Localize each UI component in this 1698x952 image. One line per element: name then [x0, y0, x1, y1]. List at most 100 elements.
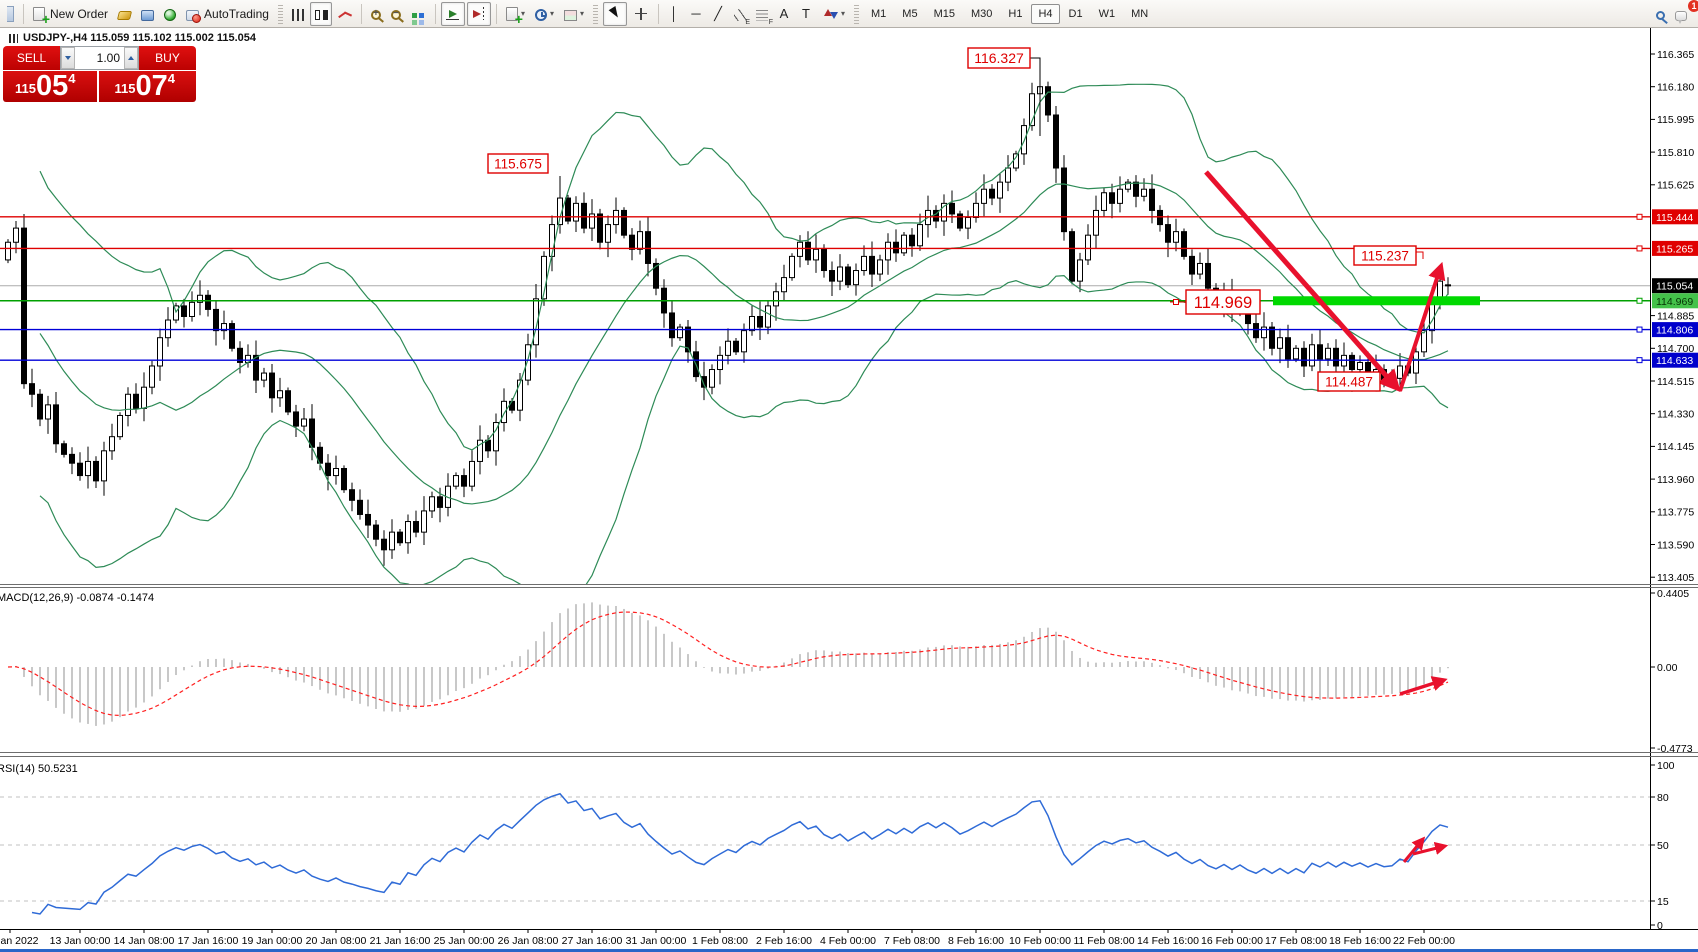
hline-114806-handle[interactable]: [1636, 326, 1643, 333]
svg-text:115.265: 115.265: [1656, 243, 1693, 255]
sell-price-tile[interactable]: 115054: [3, 71, 97, 102]
crosshair-button[interactable]: [629, 2, 653, 26]
fibonacci-icon: [756, 9, 773, 26]
hline-115265-handle[interactable]: [1636, 245, 1643, 252]
text-label-button[interactable]: T: [796, 2, 816, 26]
time-tick-label: 14 Jan 08:00: [114, 935, 175, 947]
toolbar-drag-handle[interactable]: [277, 3, 283, 24]
time-tick-label: 10 Feb 00:00: [1009, 935, 1071, 947]
candlestick-chart-button[interactable]: [309, 1, 332, 26]
volume-input[interactable]: 1.00: [96, 51, 120, 65]
green-highlight-zone[interactable]: [1273, 296, 1480, 306]
timeframe-h4[interactable]: H4: [1031, 3, 1060, 24]
timeframe-h1[interactable]: H1: [1001, 4, 1029, 24]
timeframe-m30[interactable]: M30: [964, 4, 999, 24]
rsi-line: [31, 792, 1449, 915]
time-tick-label: 17 Feb 08:00: [1265, 935, 1327, 947]
svg-text:115.675: 115.675: [494, 156, 542, 171]
price-axis[interactable]: 116.365 116.180 115.995 115.810 115.625 114.8…: [1650, 49, 1698, 932]
time-tick-label: 16 Feb 00:00: [1201, 935, 1263, 947]
equidistant-channel-button[interactable]: [730, 2, 750, 26]
timeframe-m1[interactable]: M1: [864, 4, 893, 24]
notifications-icon: [1675, 10, 1687, 24]
buy-button[interactable]: BUY: [139, 46, 196, 70]
bar-chart-button[interactable]: [288, 2, 308, 26]
trendline-button[interactable]: ╱: [708, 2, 728, 26]
indicators-button[interactable]: ▾: [502, 2, 529, 27]
timeframe-m5[interactable]: M5: [895, 4, 924, 24]
price-tick-label: 114.330: [1657, 409, 1694, 421]
timeframe-w1[interactable]: W1: [1092, 4, 1123, 24]
periods-icon: [534, 8, 547, 21]
toolbar-separator: [434, 3, 436, 24]
autotrading-button[interactable]: AutoTrading: [182, 2, 273, 26]
chevron-down-icon: ▾: [579, 9, 584, 18]
auto-scroll-button[interactable]: [440, 1, 465, 26]
notifications-button[interactable]: 1: [1671, 0, 1698, 26]
market-watch-button[interactable]: [114, 2, 135, 26]
tile-windows-button[interactable]: [407, 2, 430, 26]
svg-text:114.633: 114.633: [1656, 355, 1693, 367]
toolbar-separator: [23, 3, 24, 24]
svg-text:115.237: 115.237: [1361, 248, 1409, 263]
line-chart-button[interactable]: [334, 2, 356, 26]
templates-button[interactable]: ▾: [560, 2, 588, 26]
down-trend-arrow[interactable]: [1204, 170, 1401, 393]
volume-increase-button[interactable]: [124, 47, 138, 69]
vertical-line-button[interactable]: │: [664, 2, 684, 26]
toolbar-drag-handle[interactable]: [593, 3, 598, 24]
text-label-icon: T: [802, 5, 810, 21]
new-order-button[interactable]: New Order: [29, 2, 112, 27]
signals-button[interactable]: [160, 2, 180, 26]
rsi-arrow[interactable]: [1412, 841, 1449, 856]
hline-114969-handle[interactable]: [1636, 297, 1643, 304]
search-button[interactable]: [1652, 2, 1669, 26]
price-annotation-115237[interactable]: 115.237: [1353, 245, 1424, 266]
autotrading-icon: [186, 9, 202, 23]
rsi-arrow[interactable]: [1402, 836, 1426, 863]
arrows-button[interactable]: ▾: [818, 2, 849, 26]
price-tick-label: 116.365: [1657, 49, 1694, 61]
cursor-button[interactable]: [603, 1, 627, 26]
market-watch-icon: [116, 11, 133, 20]
timeframe-d1[interactable]: D1: [1062, 4, 1090, 24]
text-button[interactable]: A: [774, 2, 794, 26]
macd-tick-label: 0.00: [1657, 662, 1678, 674]
chart-shift-button[interactable]: [466, 1, 491, 26]
bollinger-upper-band: [39, 83, 1449, 451]
sell-button[interactable]: SELL: [3, 46, 60, 70]
time-tick-label: 2 Feb 16:00: [756, 935, 812, 947]
macd-arrow[interactable]: [1399, 676, 1448, 696]
hline-115444-handle[interactable]: [1636, 213, 1643, 220]
svg-text:114.806: 114.806: [1656, 325, 1693, 337]
metaeditor-button[interactable]: [137, 2, 158, 26]
horizontal-line-icon: ─: [691, 5, 701, 21]
macd-tick-label: -0.4773: [1657, 743, 1693, 755]
main-price-panel: [0, 60, 1650, 584]
rsi-tick-label: 80: [1657, 792, 1669, 804]
auto-scroll-icon: [445, 6, 461, 22]
fibonacci-button[interactable]: [752, 2, 773, 26]
price-annotation-114969[interactable]: 114.969: [1170, 289, 1261, 315]
periods-button[interactable]: ▾: [531, 2, 558, 26]
timeframe-mn[interactable]: MN: [1124, 4, 1155, 24]
hline-114633-handle[interactable]: [1636, 357, 1643, 364]
volume-decrease-button[interactable]: [61, 47, 75, 69]
time-tick-label: 31 Jan 00:00: [626, 935, 687, 947]
price-annotation-115675[interactable]: 115.675: [487, 153, 549, 174]
up-trend-arrow[interactable]: [1398, 261, 1446, 392]
svg-text:116.327: 116.327: [974, 50, 1024, 66]
rsi-tick-label: 50: [1657, 840, 1669, 852]
price-annotation-114487[interactable]: 114.487: [1317, 371, 1381, 392]
price-annotation-116327[interactable]: 116.327: [967, 47, 1041, 136]
zoom-in-button[interactable]: [367, 2, 385, 26]
timeframe-m15[interactable]: M15: [927, 4, 962, 24]
toolbar-drag-handle[interactable]: [854, 3, 860, 24]
time-tick-label: 14 Feb 16:00: [1137, 935, 1199, 947]
zoom-out-button[interactable]: [387, 2, 405, 26]
horizontal-line-button[interactable]: ─: [686, 2, 706, 26]
buy-price-tile[interactable]: 115074: [98, 71, 196, 102]
